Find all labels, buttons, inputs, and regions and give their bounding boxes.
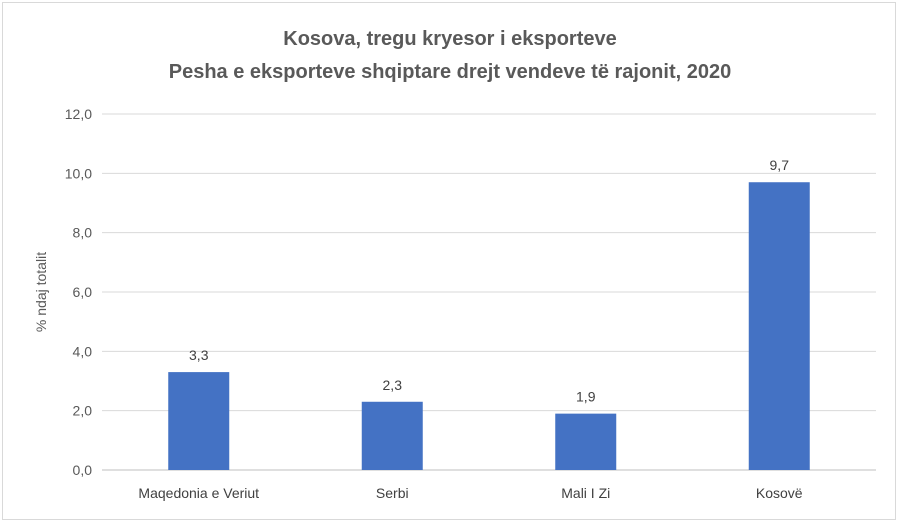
- data-label: 3,3: [189, 347, 209, 363]
- data-label: 1,9: [576, 389, 596, 405]
- y-tick-label: 12,0: [65, 106, 92, 122]
- chart-title: Kosova, tregu kryesor i eksporteve: [283, 28, 617, 50]
- category-label: Maqedonia e Veriut: [138, 485, 259, 501]
- y-tick-label: 8,0: [73, 225, 93, 241]
- category-label: Mali I Zi: [561, 485, 610, 501]
- y-tick-label: 4,0: [73, 343, 93, 359]
- bar: [555, 413, 617, 470]
- y-tick-label: 2,0: [73, 403, 93, 419]
- y-axis-title: % ndaj totalit: [33, 252, 49, 332]
- y-tick-label: 6,0: [73, 284, 93, 300]
- chart-title-block: Kosova, tregu kryesor i eksporteve Pesha…: [0, 24, 900, 86]
- category-label: Serbi: [376, 485, 409, 501]
- y-tick-label: 10,0: [65, 165, 92, 181]
- bar: [748, 182, 810, 470]
- data-label: 9,7: [770, 157, 790, 173]
- chart-subtitle: Pesha e eksporteve shqiptare drejt vende…: [168, 61, 732, 83]
- y-tick-label: 0,0: [73, 462, 93, 478]
- bar: [361, 401, 423, 470]
- category-label: Kosovë: [756, 485, 803, 501]
- data-label: 2,3: [383, 377, 403, 393]
- bar: [168, 372, 230, 470]
